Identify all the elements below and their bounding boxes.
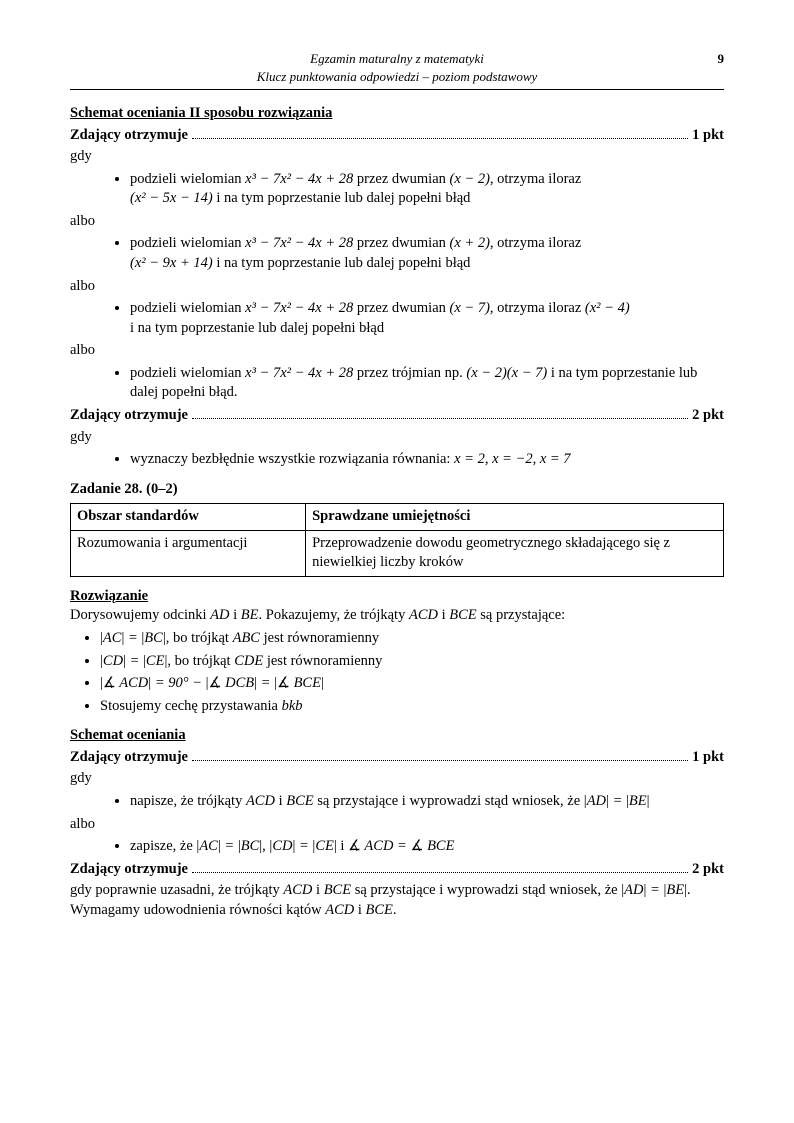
proof-step-2: CD = CE, bo trójkąt CDE jest równoramien… (100, 652, 724, 672)
score-value: 1 pkt (692, 748, 724, 768)
header-title-2: Klucz punktowania odpowiedzi – poziom po… (70, 68, 724, 86)
criterion-3: podzieli wielomian x³ − 7x² − 4x + 28 pr… (130, 299, 724, 338)
page-header: 9 Egzamin maturalny z matematyki Klucz p… (70, 50, 724, 90)
rozwiazanie-title: Rozwiązanie (70, 587, 724, 607)
table-header-1: Obszar standardów (71, 504, 306, 531)
criterion-1: podzieli wielomian x³ − 7x² − 4x + 28 pr… (130, 170, 724, 209)
section-schemat-ii-title: Schemat oceniania II sposobu rozwiązania (70, 104, 724, 124)
criteria-list-5: wyznaczy bezbłędnie wszystkie rozwiązani… (110, 450, 724, 470)
schemat-list-1: napisze, że trójkąty ACD i BCE są przyst… (110, 792, 724, 812)
gdy-label: gdy (70, 428, 724, 448)
criteria-list-4: podzieli wielomian x³ − 7x² − 4x + 28 pr… (110, 364, 724, 403)
criterion-2: podzieli wielomian x³ − 7x² − 4x + 28 pr… (130, 234, 724, 273)
albo-label: albo (70, 815, 724, 835)
dots (192, 751, 688, 761)
score-row-2pkt-b: Zdający otrzymuje 2 pkt (70, 860, 724, 880)
rozwiazanie-intro: Dorysowujemy odcinki AD i BE. Pokazujemy… (70, 606, 724, 626)
gdy-label: gdy (70, 769, 724, 789)
criterion-4: podzieli wielomian x³ − 7x² − 4x + 28 pr… (130, 364, 724, 403)
score-lead: Zdający otrzymuje (70, 860, 188, 880)
albo-label: albo (70, 341, 724, 361)
score-lead: Zdający otrzymuje (70, 406, 188, 426)
schemat-title: Schemat oceniania (70, 726, 724, 746)
dots (192, 129, 688, 139)
zadanie-28-title: Zadanie 28. (0–2) (70, 480, 724, 500)
schemat-item-2: zapisze, że AC = BC, CD = CE i ∡ ACD = ∡… (130, 837, 724, 857)
albo-label: albo (70, 212, 724, 232)
proof-step-4: Stosujemy cechę przystawania bkb (100, 697, 724, 717)
dots (192, 409, 688, 419)
header-title-1: Egzamin maturalny z matematyki (70, 50, 724, 68)
criteria-list-2: podzieli wielomian x³ − 7x² − 4x + 28 pr… (110, 234, 724, 273)
score-lead: Zdający otrzymuje (70, 126, 188, 146)
gdy-label: gdy (70, 147, 724, 167)
score-value: 2 pkt (692, 406, 724, 426)
criterion-5: wyznaczy bezbłędnie wszystkie rozwiązani… (130, 450, 724, 470)
score-row-1pkt-b: Zdający otrzymuje 1 pkt (70, 748, 724, 768)
page-number: 9 (718, 50, 725, 68)
score-value: 1 pkt (692, 126, 724, 146)
criteria-list-1: podzieli wielomian x³ − 7x² − 4x + 28 pr… (110, 170, 724, 209)
table-cell-1: Rozumowania i argumentacji (71, 530, 306, 576)
score-lead: Zdający otrzymuje (70, 748, 188, 768)
proof-list: AC = BC, bo trójkąt ABC jest równoramien… (80, 629, 724, 716)
albo-label: albo (70, 277, 724, 297)
final-paragraph: gdy poprawnie uzasadni, że trójkąty ACD … (70, 881, 724, 920)
schemat-item-1: napisze, że trójkąty ACD i BCE są przyst… (130, 792, 724, 812)
table-cell-2: Przeprowadzenie dowodu geometrycznego sk… (306, 530, 724, 576)
proof-step-3: ∡ ACD = 90° − ∡ DCB = ∡ BCE (100, 674, 724, 694)
standards-table: Obszar standardów Sprawdzane umiejętnośc… (70, 503, 724, 577)
score-value: 2 pkt (692, 860, 724, 880)
dots (192, 863, 688, 873)
schemat-list-2: zapisze, że AC = BC, CD = CE i ∡ ACD = ∡… (110, 837, 724, 857)
score-row-2pkt: Zdający otrzymuje 2 pkt (70, 406, 724, 426)
criteria-list-3: podzieli wielomian x³ − 7x² − 4x + 28 pr… (110, 299, 724, 338)
table-header-2: Sprawdzane umiejętności (306, 504, 724, 531)
score-row-1pkt: Zdający otrzymuje 1 pkt (70, 126, 724, 146)
proof-step-1: AC = BC, bo trójkąt ABC jest równoramien… (100, 629, 724, 649)
